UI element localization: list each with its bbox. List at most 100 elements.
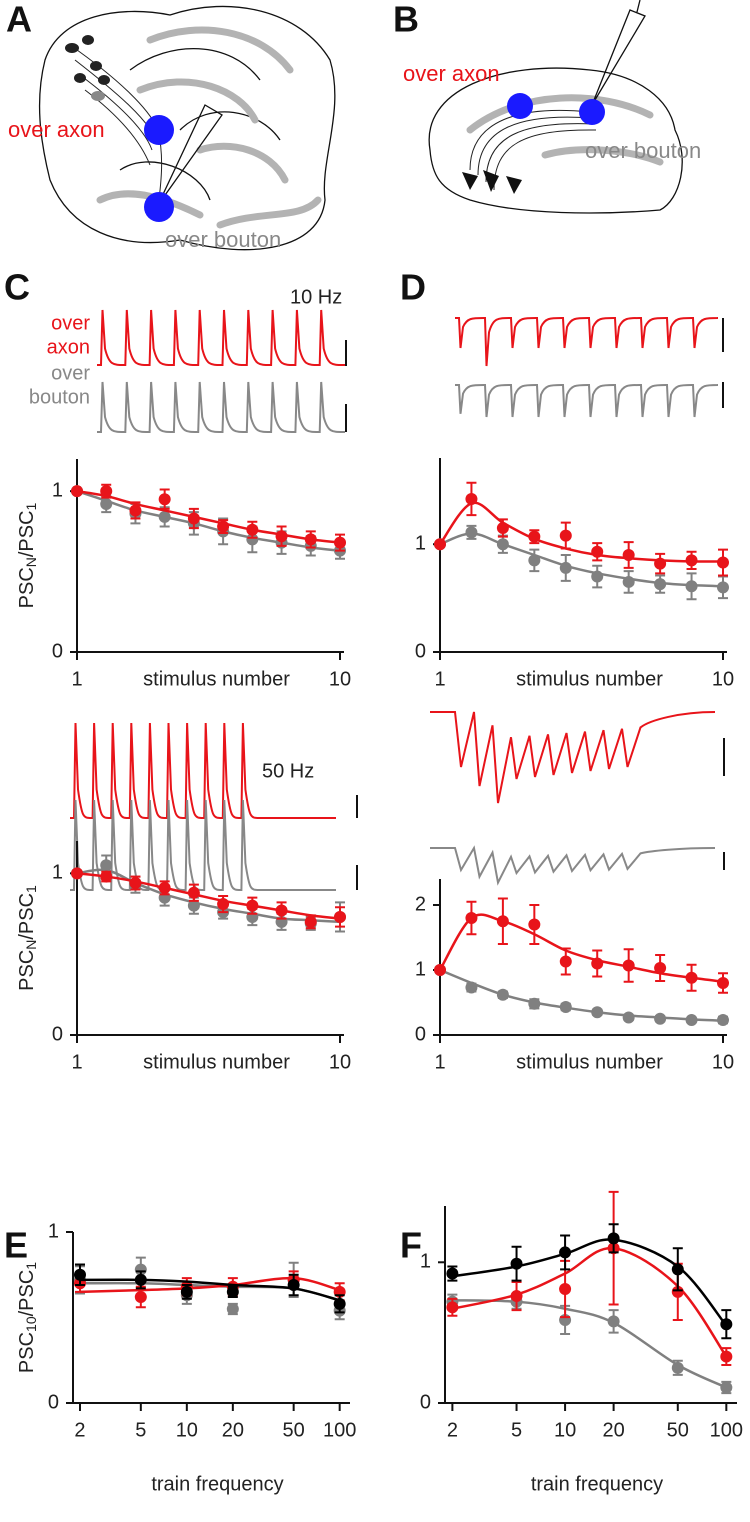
trace-label: bouton (29, 386, 90, 408)
data-point (720, 1350, 733, 1363)
trace (97, 381, 345, 433)
data-point (134, 1290, 147, 1303)
x-tick-label: 1 (434, 668, 445, 690)
data-point (187, 886, 200, 899)
data-point (591, 1006, 604, 1019)
fit-line (76, 489, 341, 544)
y-tick-label: 0 (420, 1391, 431, 1413)
x-tick-label: 100 (710, 1419, 743, 1441)
panel-letter: E (4, 1225, 28, 1266)
y-axis-label: PSCN/PSC1 (16, 885, 39, 991)
x-tick-label: 1 (434, 1051, 445, 1073)
y-tick-label: 0 (52, 640, 63, 662)
trace (430, 845, 716, 886)
x-axis-label: train frequency (151, 1473, 283, 1495)
y-label-part: /PSC (16, 1270, 38, 1317)
label-bouton: over bouton (165, 227, 281, 252)
y-tick-label: 0 (415, 640, 426, 662)
data-point (591, 570, 604, 583)
data-point (510, 1290, 523, 1303)
fit-line (438, 913, 724, 983)
y-tick-label: 1 (52, 479, 63, 501)
data-point (528, 554, 541, 567)
data-point (246, 899, 259, 912)
data-point (226, 1302, 239, 1315)
data-point (334, 536, 346, 549)
y-tick-label: 1 (48, 1220, 59, 1242)
data-point (446, 1301, 459, 1314)
data-point (622, 1011, 635, 1024)
data-point (717, 581, 729, 594)
x-tick-label: 1 (71, 668, 82, 690)
data-point (180, 1285, 193, 1298)
x-tick-label: 10 (712, 1051, 734, 1073)
y-tick-label: 0 (52, 1023, 63, 1045)
data-point (607, 1232, 620, 1245)
y-label-subscript: 1 (23, 885, 39, 893)
data-point (685, 554, 698, 567)
data-point (496, 915, 509, 928)
x-tick-label: 50 (667, 1419, 689, 1441)
data-point (591, 545, 604, 558)
data-point (559, 955, 572, 968)
data-point (671, 1263, 684, 1276)
y-tick-label: 1 (52, 862, 63, 884)
label-axon: over axon (8, 117, 105, 142)
data-point (304, 915, 317, 928)
data-point (71, 867, 83, 880)
x-tick-label: 20 (602, 1419, 624, 1441)
data-point (528, 530, 541, 543)
label-bouton: over bouton (585, 138, 701, 163)
x-tick-label: 10 (712, 668, 734, 690)
data-point (559, 561, 572, 574)
data-point (720, 1381, 733, 1394)
fit-line (452, 1238, 728, 1327)
trace-label: over (51, 312, 90, 334)
y-axis-label: PSC10/PSC1 (16, 1262, 39, 1373)
x-tick-label: 10 (329, 1051, 351, 1073)
data-point (685, 1014, 698, 1027)
panel-letter: A (6, 0, 32, 40)
data-point (607, 1315, 620, 1328)
data-point (654, 1012, 667, 1025)
data-point (134, 1263, 147, 1276)
x-tick-label: 5 (511, 1419, 522, 1441)
data-point (217, 898, 230, 911)
data-point (622, 959, 635, 972)
data-point (465, 912, 478, 924)
panel-letter: D (400, 267, 426, 308)
freq-label: 50 Hz (262, 760, 314, 782)
trace (70, 722, 336, 819)
y-label-part: PSC (16, 567, 38, 608)
y-axis-label: PSCN/PSC1 (16, 502, 39, 608)
data-point (333, 1297, 346, 1310)
data-point (71, 485, 83, 498)
data-point (654, 578, 667, 591)
data-point (559, 529, 572, 542)
data-point (528, 997, 541, 1010)
trace (455, 317, 719, 367)
x-axis-label: stimulus number (143, 1051, 290, 1073)
y-tick-label: 1 (415, 958, 426, 980)
data-point (685, 580, 698, 593)
x-axis-label: stimulus number (516, 668, 663, 690)
data-point (720, 1318, 733, 1331)
y-tick-label: 0 (415, 1023, 426, 1045)
chart: 0 1 1 10 stimulus number PSCN/PSC1 (16, 841, 351, 1073)
data-point (465, 981, 478, 994)
freq-label: 10 Hz (290, 286, 342, 308)
fit-line (76, 868, 341, 924)
data-point (158, 510, 171, 523)
data-point (246, 533, 259, 546)
x-axis-label: stimulus number (516, 1051, 663, 1073)
data-point (591, 957, 604, 970)
data-point (465, 526, 478, 539)
data-point (510, 1257, 523, 1270)
data-point (129, 877, 142, 890)
x-tick-label: 10 (554, 1419, 576, 1441)
